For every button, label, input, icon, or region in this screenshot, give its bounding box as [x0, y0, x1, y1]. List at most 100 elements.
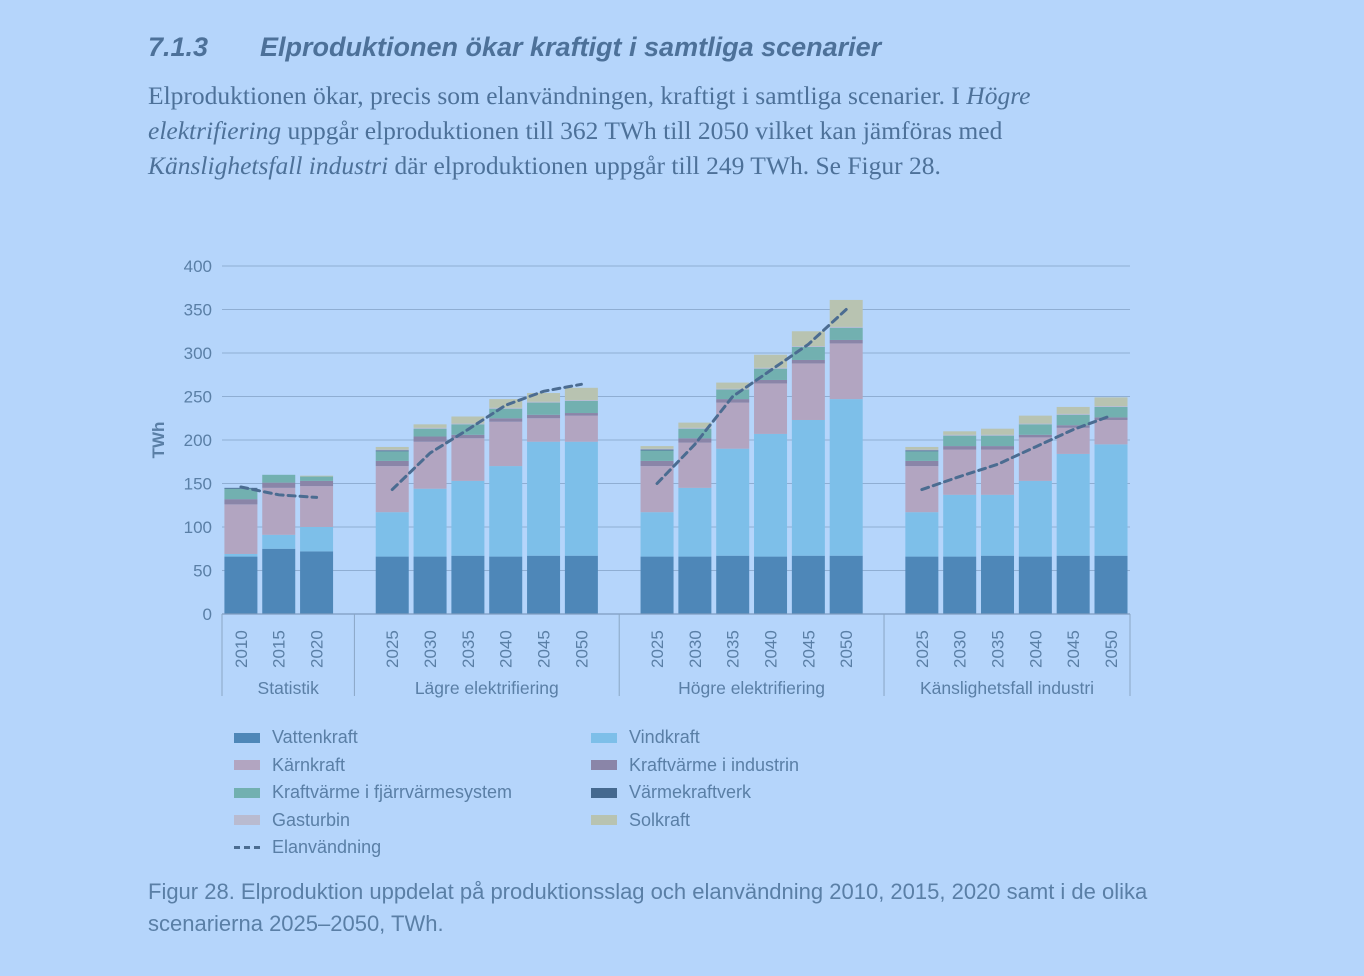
intro-paragraph: Elproduktionen ökar, precis som elanvänd… [148, 78, 1148, 183]
bar-segment-solkraft-15 [905, 446, 939, 450]
bar-segment-vattenkraft-15 [905, 556, 939, 614]
bar-segment-vattenkraft-4 [413, 556, 447, 614]
bar-segment-gasturbin-18 [1018, 423, 1052, 425]
group-label-1: Lägre elektrifiering [415, 678, 559, 698]
x-tick-label-7: 2045 [535, 630, 554, 668]
x-tick-label-6: 2040 [497, 630, 516, 668]
bar-segment-kraftv-rme-i-fj-rrv-rmesystem-7 [527, 402, 561, 415]
bar-segment-k-rnkraft-0 [224, 504, 258, 554]
bar-segment-kraftv-rme-i-fj-rrv-rmesystem-8 [564, 400, 598, 414]
section-number: 7.1.3 [148, 32, 209, 62]
x-tick-label-14: 2050 [837, 630, 856, 668]
bar-segment-vindkraft-20 [1094, 444, 1128, 556]
bar-segment-solkraft-2 [300, 475, 334, 477]
legend-label-kraftvarme-fjarrvarme: Kraftvärme i fjärrvärmesystem [272, 782, 513, 803]
group-label-0: Statistik [258, 678, 320, 698]
legend-label-gasturbin: Gasturbin [272, 809, 351, 830]
intro-text-1: Elproduktionen ökar, precis som elanvänd… [148, 81, 967, 110]
bar-segment-v-rmekraftverk-9 [640, 449, 674, 451]
section-heading: 7.1.3 Elproduktionen ökar kraftigt i samt… [148, 32, 881, 63]
bar-segment-kraftv-rme-i-fj-rrv-rmesystem-1 [262, 474, 296, 483]
bar-segment-kraftv-rme-i-industrin-13 [791, 359, 825, 364]
bar-segment-gasturbin-16 [943, 434, 977, 436]
bar-segment-gasturbin-20 [1094, 406, 1128, 407]
bar-segment-gasturbin-17 [981, 434, 1015, 436]
bar-segment-kraftv-rme-i-industrin-19 [1056, 425, 1090, 428]
bar-segment-vattenkraft-19 [1056, 555, 1090, 614]
bar-segment-kraftv-rme-i-fj-rrv-rmesystem-4 [413, 428, 447, 437]
bar-segment-kraftv-rme-i-industrin-15 [905, 460, 939, 467]
legend-label-solkraft: Solkraft [629, 809, 691, 830]
bar-segment-k-rnkraft-18 [1018, 437, 1052, 481]
bar-segment-k-rnkraft-13 [791, 363, 825, 420]
bar-segment-kraftv-rme-i-fj-rrv-rmesystem-9 [640, 450, 674, 461]
intro-emphasis-2: Känslighetsfall industri [148, 151, 389, 180]
bar-segment-gasturbin-9 [640, 448, 674, 450]
elanvandning-line-group-2 [655, 308, 848, 485]
legend-item-karnkraft: Kärnkraft [234, 752, 591, 780]
legend-label-vattenkraft: Vattenkraft [272, 727, 358, 748]
x-tick-label-10: 2030 [686, 630, 705, 668]
legend-swatch-kraftvarme-fjarrvarme [234, 787, 260, 798]
bar-segment-k-rnkraft-5 [451, 438, 485, 481]
bar-segment-vattenkraft-13 [791, 555, 825, 614]
legend-swatch-gasturbin [234, 815, 260, 826]
bar-segment-kraftv-rme-i-fj-rrv-rmesystem-20 [1094, 406, 1128, 418]
chart-legend: Vattenkraft Vindkraft Kärnkraft Kraftvär… [234, 724, 854, 862]
legend-label-varmekraftverk: Värmekraftverk [629, 782, 752, 803]
bar-segment-solkraft-19 [1056, 406, 1090, 414]
x-tick-label-1: 2015 [270, 630, 289, 668]
bar-segment-vattenkraft-1 [262, 548, 296, 614]
intro-text-2: uppgår elproduktionen till 362 TWh till … [281, 116, 1003, 145]
x-tick-label-9: 2025 [648, 630, 667, 668]
bar-segment-kraftv-rme-i-fj-rrv-rmesystem-17 [981, 435, 1015, 447]
legend-swatch-vindkraft [591, 732, 617, 743]
x-tick-label-19: 2045 [1064, 630, 1083, 668]
bar-segment-solkraft-8 [564, 387, 598, 400]
x-tick-label-20: 2050 [1102, 630, 1121, 668]
bar-segment-solkraft-20 [1094, 397, 1128, 407]
legend-label-elanvandning: Elanvändning [272, 837, 382, 858]
bar-segment-kraftv-rme-i-industrin-17 [981, 446, 1015, 450]
bar-segment-gasturbin-4 [413, 427, 447, 429]
bar-segment-vindkraft-10 [678, 487, 712, 557]
bar-segment-vattenkraft-5 [451, 555, 485, 614]
stacked-bar-chart: 0 50 100 150 200 250 300 350 400 TWh 2010 2015 2020 2… [149, 257, 1131, 698]
legend-label-kraftvarme-industrin: Kraftvärme i industrin [629, 754, 800, 775]
bar-segment-vattenkraft-0 [224, 556, 258, 614]
bar-segment-vindkraft-9 [640, 512, 674, 557]
elanvandning-line-group-1 [390, 382, 583, 492]
x-tick-label-2: 2020 [308, 630, 327, 668]
bar-segment-kraftv-rme-i-industrin-0 [224, 499, 258, 505]
bar-segment-vattenkraft-20 [1094, 555, 1128, 614]
bar-segment-vindkraft-0 [224, 553, 258, 557]
legend-swatch-solkraft [591, 815, 617, 826]
bar-segment-k-rnkraft-8 [564, 415, 598, 442]
bar-segment-gasturbin-10 [678, 427, 712, 429]
bar-segment-gasturbin-5 [451, 423, 485, 425]
bar-segment-kraftv-rme-i-industrin-10 [678, 438, 712, 443]
x-tick-label-12: 2040 [762, 630, 781, 668]
bar-segment-kraftv-rme-i-industrin-3 [375, 460, 409, 467]
legend-item-vindkraft: Vindkraft [591, 724, 851, 752]
bar-segment-kraftv-rme-i-industrin-9 [640, 460, 674, 467]
bar-segment-gasturbin-3 [375, 449, 409, 451]
bar-segment-vindkraft-16 [943, 494, 977, 557]
bar-segment-vindkraft-14 [829, 399, 863, 556]
bar-segment-vattenkraft-12 [754, 556, 788, 614]
legend-item-gasturbin: Gasturbin [234, 807, 591, 835]
bar-segment-solkraft-18 [1018, 415, 1052, 424]
bar-segment-solkraft-11 [716, 382, 750, 389]
bar-segment-vindkraft-7 [527, 441, 561, 556]
y-axis-title: TWh [149, 422, 168, 459]
bar-segment-vindkraft-1 [262, 534, 296, 549]
bar-segment-kraftv-rme-i-industrin-11 [716, 399, 750, 403]
bar-segment-gasturbin-13 [791, 346, 825, 347]
bar-segment-kraftv-rme-i-industrin-1 [262, 482, 296, 488]
bar-segment-kraftv-rme-i-industrin-12 [754, 379, 788, 384]
bar-segment-solkraft-5 [451, 416, 485, 424]
legend-swatch-karnkraft [234, 760, 260, 771]
bar-segment-kraftv-rme-i-industrin-14 [829, 339, 863, 344]
bar-segment-solkraft-9 [640, 446, 674, 449]
legend-swatch-varmekraftverk [591, 787, 617, 798]
